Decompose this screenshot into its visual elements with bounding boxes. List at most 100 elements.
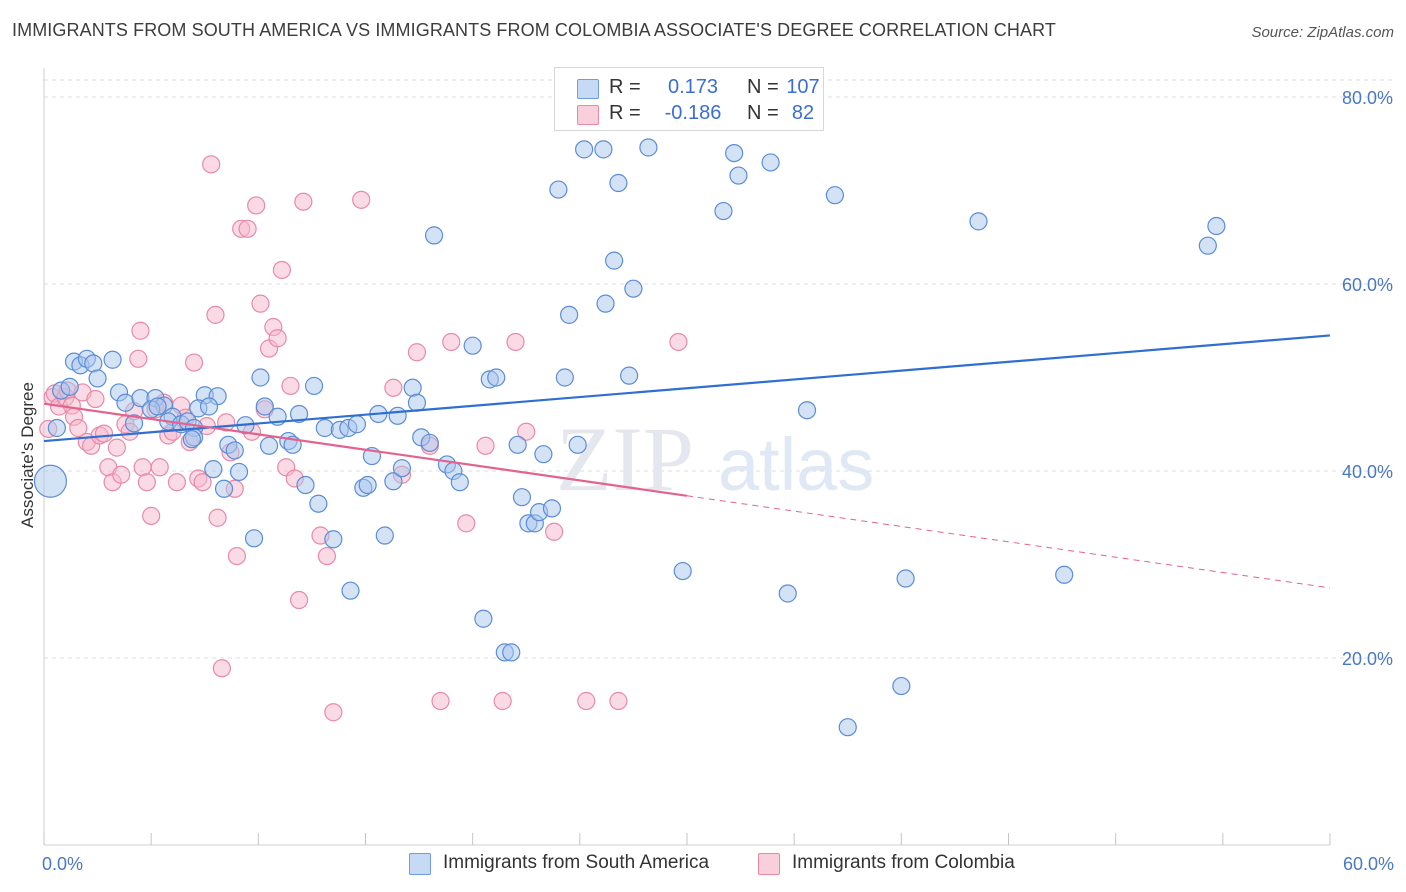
colombia-point [407, 343, 427, 362]
legend-n-value: 82 [791, 102, 815, 124]
legend-swatch-pink [577, 105, 599, 125]
bottom-legend-label: Immigrants from Colombia [792, 852, 1015, 873]
y-tick-label: 80.0% [1342, 88, 1393, 108]
x-tick-label: 60.0% [1343, 854, 1394, 874]
colombia-point [493, 691, 512, 711]
colombia-point [476, 436, 495, 455]
south-america-trend-line [43, 334, 1331, 443]
south-america-point [575, 140, 594, 159]
south-america-point [255, 397, 274, 416]
south-america-point [304, 376, 324, 396]
bottom-legend-label: Immigrants from South America [443, 852, 710, 873]
colombia-point [212, 659, 231, 678]
south-america-point [424, 226, 444, 245]
colombia-point [324, 703, 343, 722]
y-tick-label: 20.0% [1342, 649, 1393, 669]
south-america-point [761, 153, 780, 172]
south-america-point [315, 418, 334, 438]
south-america-point [605, 251, 624, 270]
watermark: ZIP atlas [556, 408, 874, 510]
south-america-point [388, 406, 407, 425]
legend-swatch-blue [577, 79, 599, 99]
axes [43, 68, 1331, 846]
south-america-point [673, 561, 692, 581]
south-america-point [892, 676, 911, 696]
south-america-point [392, 459, 412, 478]
legend-r-value: 0.173 [667, 76, 719, 98]
south-america-point [199, 397, 219, 416]
south-america-point [289, 404, 309, 424]
south-america-point [568, 435, 587, 454]
south-america-point [620, 366, 639, 385]
colombia-point [431, 691, 450, 711]
colombia-point [272, 260, 292, 280]
y-tick-label: 60.0% [1342, 275, 1393, 295]
south-america-point [725, 144, 744, 163]
south-america-point [838, 718, 857, 737]
axis-labels: 20.0% 40.0% 60.0% 80.0% 0.0% 60.0% Associate's… [18, 88, 1394, 874]
bottom-legend-swatch-pink [758, 853, 780, 875]
colombia-point [317, 546, 337, 566]
south-america-points [33, 105, 1226, 737]
south-america-point [420, 433, 439, 453]
colombia-points [39, 155, 688, 722]
colombia-point [251, 294, 270, 313]
colombia-point [202, 155, 221, 174]
legend-n-label: N = [747, 102, 779, 124]
colombia-point [609, 691, 628, 711]
colombia-point [352, 190, 371, 209]
y-tick-label: 40.0% [1342, 462, 1393, 482]
colombia-point [129, 349, 148, 368]
south-america-point [204, 460, 223, 479]
south-america-point [474, 609, 493, 628]
south-america-point [487, 368, 506, 387]
chart-title: IMMIGRANTS FROM SOUTH AMERICA VS IMMIGRA… [12, 20, 1056, 40]
x-tick-label: 0.0% [42, 854, 83, 874]
south-america-point [182, 430, 201, 449]
colombia-point [133, 458, 152, 477]
colombia-point [457, 514, 476, 533]
south-america-point [341, 581, 360, 600]
south-america-point [225, 441, 244, 460]
south-america-point [714, 201, 733, 221]
colombia-point [577, 691, 596, 711]
south-america-point [84, 354, 103, 373]
colombia-point [227, 546, 246, 566]
south-america-point [148, 397, 167, 416]
south-america-point [596, 294, 615, 313]
colombia-point [137, 473, 156, 492]
south-america-point [639, 138, 658, 157]
colombia-point [86, 389, 105, 409]
south-america-point [896, 569, 915, 588]
colombia-point [238, 219, 257, 238]
legend-n-value: 107 [786, 76, 820, 98]
correlation-legend: R = 0.173 N = 107 R = -0.186 N = 82 [554, 67, 824, 131]
colombia-point [193, 473, 212, 492]
south-america-point [324, 530, 343, 549]
colombia-point [94, 424, 114, 443]
south-america-point [384, 472, 403, 491]
south-america-point [1055, 565, 1074, 584]
south-america-point [450, 473, 469, 492]
south-america-point [103, 350, 122, 369]
colombia-point [131, 321, 150, 340]
south-america-point [729, 166, 748, 185]
legend-n-label: N = [747, 76, 779, 98]
south-america-point [229, 462, 249, 482]
south-america-point [555, 368, 574, 387]
south-america-point [594, 140, 613, 159]
colombia-point [150, 458, 169, 477]
chart-source: Source: ZipAtlas.com [1251, 24, 1394, 41]
south-america-point [778, 584, 797, 603]
colombia-point [184, 353, 204, 372]
colombia-point [247, 196, 266, 215]
south-america-point [403, 378, 422, 397]
colombia-point [289, 590, 309, 610]
south-america-point [512, 488, 532, 507]
colombia-point [506, 332, 525, 352]
south-america-point [244, 529, 264, 548]
south-america-point [549, 180, 568, 199]
legend-r-label: R = [609, 76, 641, 98]
south-america-point [358, 475, 377, 495]
